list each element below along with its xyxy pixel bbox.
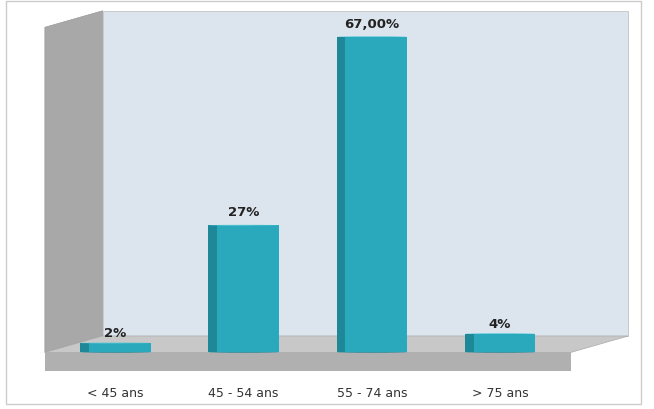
- Polygon shape: [80, 343, 89, 353]
- Polygon shape: [337, 38, 345, 353]
- Polygon shape: [103, 12, 628, 336]
- Ellipse shape: [209, 225, 279, 226]
- Polygon shape: [89, 343, 150, 353]
- Polygon shape: [45, 336, 628, 353]
- Text: 2%: 2%: [104, 326, 126, 339]
- Ellipse shape: [80, 352, 150, 353]
- Text: > 75 ans: > 75 ans: [472, 386, 528, 399]
- Ellipse shape: [80, 343, 150, 344]
- Polygon shape: [345, 38, 407, 353]
- Text: 45 - 54 ans: 45 - 54 ans: [209, 386, 279, 399]
- Text: 67,00%: 67,00%: [344, 18, 400, 31]
- Polygon shape: [473, 334, 536, 353]
- Text: 4%: 4%: [489, 317, 511, 330]
- Polygon shape: [209, 226, 217, 353]
- Ellipse shape: [465, 352, 536, 353]
- Polygon shape: [465, 334, 473, 353]
- Ellipse shape: [337, 352, 407, 353]
- Polygon shape: [217, 226, 279, 353]
- Polygon shape: [45, 12, 103, 353]
- Text: 55 - 74 ans: 55 - 74 ans: [337, 386, 407, 399]
- Polygon shape: [45, 353, 571, 371]
- Ellipse shape: [465, 333, 536, 334]
- Text: 27%: 27%: [228, 206, 260, 218]
- Ellipse shape: [337, 37, 407, 38]
- Text: < 45 ans: < 45 ans: [87, 386, 144, 399]
- Ellipse shape: [209, 352, 279, 353]
